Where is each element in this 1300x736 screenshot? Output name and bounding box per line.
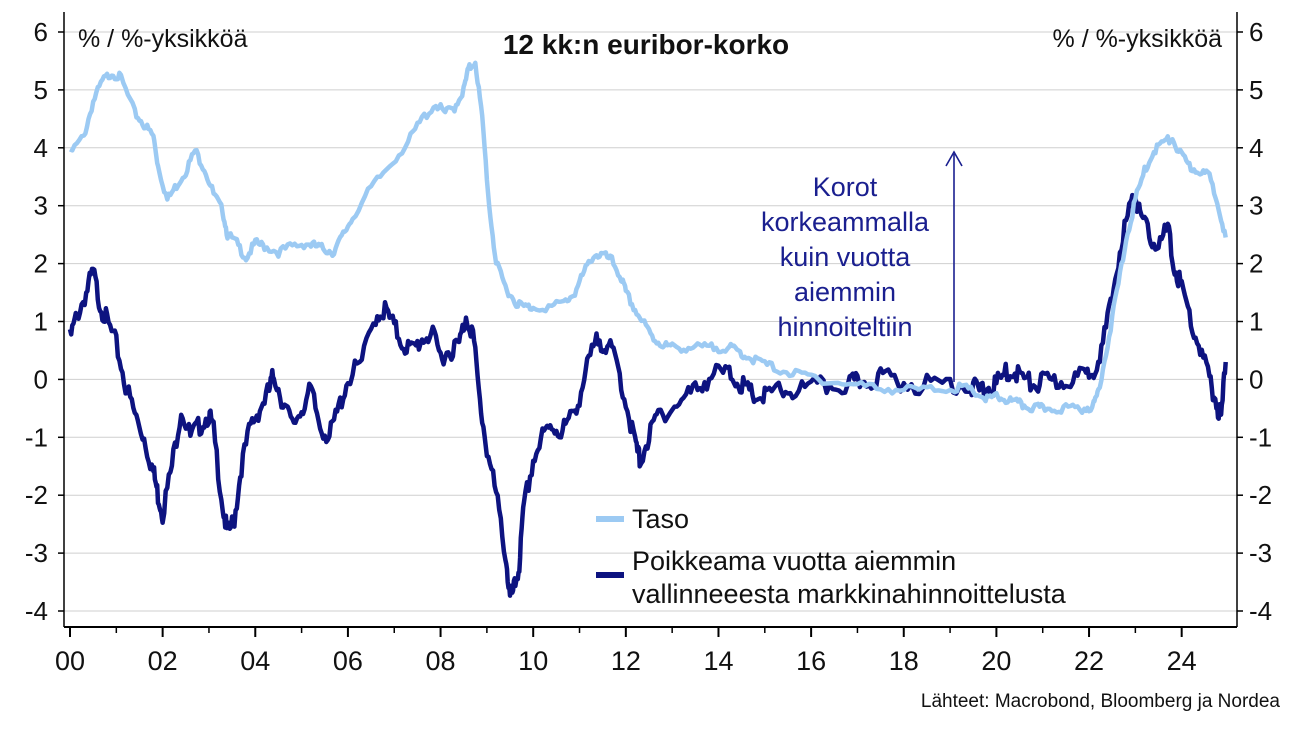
x-tick-label: 10 — [518, 646, 548, 676]
series-line-poikkeama — [67, 192, 1228, 598]
axis-layer — [63, 12, 1238, 628]
series-layer — [67, 60, 1228, 598]
y-tick-label-right: 3 — [1249, 191, 1263, 221]
annotation-line-4: aiemmin — [794, 277, 896, 307]
x-tick-label: 20 — [981, 646, 1011, 676]
y-tick-label-right: 6 — [1249, 17, 1263, 47]
annotation-line-3: kuin vuotta — [780, 242, 912, 272]
annotation-arrow-head-icon — [945, 150, 963, 167]
right-axis-unit-label: % / %-yksikköä — [1053, 25, 1223, 53]
y-tick-label-left: -1 — [25, 422, 48, 452]
y-tick-label-left: 6 — [34, 17, 48, 47]
y-tick-label-left: -4 — [25, 596, 48, 626]
y-tick-label-left: 1 — [34, 307, 48, 337]
x-tick-label: 18 — [889, 646, 919, 676]
series-line-taso — [69, 60, 1228, 416]
y-tick-label-right: 0 — [1249, 364, 1263, 394]
annotation-line-5: hinnoiteltiin — [777, 312, 912, 342]
y-tick-label-left: 3 — [34, 191, 48, 221]
legend-label-taso: Taso — [632, 504, 689, 534]
y-tick-label-left: 0 — [34, 364, 48, 394]
legend-label-poikkeama-line-2: vallinneeesta markkinahinnoittelusta — [632, 579, 1067, 609]
y-tick-label-right: -1 — [1249, 422, 1272, 452]
y-tick-label-left: -3 — [25, 538, 48, 568]
y-tick-label-left: 2 — [34, 249, 48, 279]
x-tick-label: 22 — [1074, 646, 1104, 676]
x-tick-label: 08 — [426, 646, 456, 676]
legend-label-poikkeama-line-1: Poikkeama vuotta aiemmin — [632, 546, 956, 576]
y-tick-label-right: 5 — [1249, 75, 1263, 105]
y-tick-label-left: 5 — [34, 75, 48, 105]
x-tick-label: 16 — [796, 646, 826, 676]
x-tick-label: 12 — [611, 646, 641, 676]
x-tick-label: 02 — [148, 646, 178, 676]
y-tick-label-right: 1 — [1249, 307, 1263, 337]
annotation-line-2: korkeammalla — [761, 207, 930, 237]
x-tick-label: 24 — [1167, 646, 1197, 676]
y-tick-label-right: -3 — [1249, 538, 1272, 568]
annotation: Korot korkeammalla kuin vuotta aiemmin h… — [761, 150, 963, 382]
chart-title: 12 kk:n euribor-korko — [503, 29, 789, 60]
x-tick-label: 04 — [240, 646, 270, 676]
grid-layer — [64, 31, 1237, 612]
y-tick-label-right: -2 — [1249, 480, 1272, 510]
y-tick-label-right: 4 — [1249, 133, 1263, 163]
source-note: Lähteet: Macrobond, Bloomberg ja Nordea — [921, 691, 1281, 712]
left-axis-unit-label: % / %-yksikköä — [78, 25, 248, 53]
tick-layer: 6 65 54 43 32 21 10 0-1 -1-2 -2-3 -3-4 -400 02 04 06 08… — [25, 17, 1272, 676]
y-tick-label-left: 4 — [34, 133, 48, 163]
x-tick-label: 14 — [703, 646, 733, 676]
y-tick-label-right: -4 — [1249, 596, 1272, 626]
annotation-line-1: Korot — [813, 172, 878, 202]
x-tick-label: 00 — [55, 646, 85, 676]
legend: Taso Poikkeama vuotta aiemmin vallinneee… — [596, 504, 1067, 609]
y-tick-label-right: 2 — [1249, 249, 1263, 279]
x-tick-label: 06 — [333, 646, 363, 676]
y-tick-label-left: -2 — [25, 480, 48, 510]
